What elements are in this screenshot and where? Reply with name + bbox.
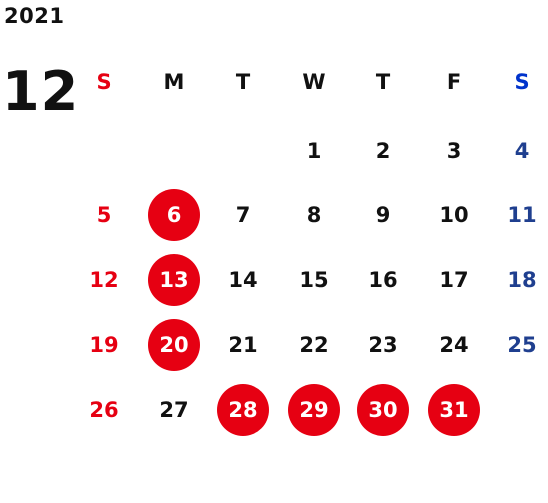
weekday-wednesday: W <box>302 70 326 94</box>
calendar-day-2[interactable]: 2 <box>375 139 391 163</box>
calendar-day-14[interactable]: 14 <box>228 268 258 292</box>
calendar-day-23[interactable]: 23 <box>368 333 398 357</box>
calendar-day-16[interactable]: 16 <box>368 268 398 292</box>
weekday-sunday: S <box>96 70 112 94</box>
calendar-day-30[interactable]: 30 <box>357 384 409 436</box>
calendar-day-22[interactable]: 22 <box>299 333 329 357</box>
calendar-day-6[interactable]: 6 <box>148 189 200 241</box>
calendar-day-19[interactable]: 19 <box>89 333 119 357</box>
calendar-day-28[interactable]: 28 <box>217 384 269 436</box>
weekday-thursday: T <box>375 70 391 94</box>
calendar-day-21[interactable]: 21 <box>228 333 258 357</box>
calendar-day-26[interactable]: 26 <box>89 398 119 422</box>
calendar-day-5[interactable]: 5 <box>96 203 112 227</box>
calendar-day-10[interactable]: 10 <box>439 203 469 227</box>
calendar-day-1[interactable]: 1 <box>306 139 322 163</box>
calendar-day-13[interactable]: 13 <box>148 254 200 306</box>
weekday-friday: F <box>446 70 462 94</box>
calendar-day-11[interactable]: 11 <box>507 203 537 227</box>
calendar-day-15[interactable]: 15 <box>299 268 329 292</box>
weekday-saturday: S <box>514 70 530 94</box>
calendar-day-31[interactable]: 31 <box>428 384 480 436</box>
month-number: 12 <box>2 60 80 123</box>
calendar-day-24[interactable]: 24 <box>439 333 469 357</box>
calendar-day-3[interactable]: 3 <box>446 139 462 163</box>
calendar-day-8[interactable]: 8 <box>306 203 322 227</box>
calendar-day-29[interactable]: 29 <box>288 384 340 436</box>
weekday-tuesday: T <box>235 70 251 94</box>
calendar-day-27[interactable]: 27 <box>159 398 189 422</box>
calendar-day-20[interactable]: 20 <box>148 319 200 371</box>
calendar-day-12[interactable]: 12 <box>89 268 119 292</box>
calendar-day-18[interactable]: 18 <box>507 268 537 292</box>
weekday-monday: M <box>163 70 185 94</box>
calendar-day-25[interactable]: 25 <box>507 333 537 357</box>
calendar-day-9[interactable]: 9 <box>375 203 391 227</box>
calendar-day-17[interactable]: 17 <box>439 268 469 292</box>
calendar-day-4[interactable]: 4 <box>514 139 530 163</box>
calendar-day-7[interactable]: 7 <box>235 203 251 227</box>
year-label: 2021 <box>4 4 65 28</box>
